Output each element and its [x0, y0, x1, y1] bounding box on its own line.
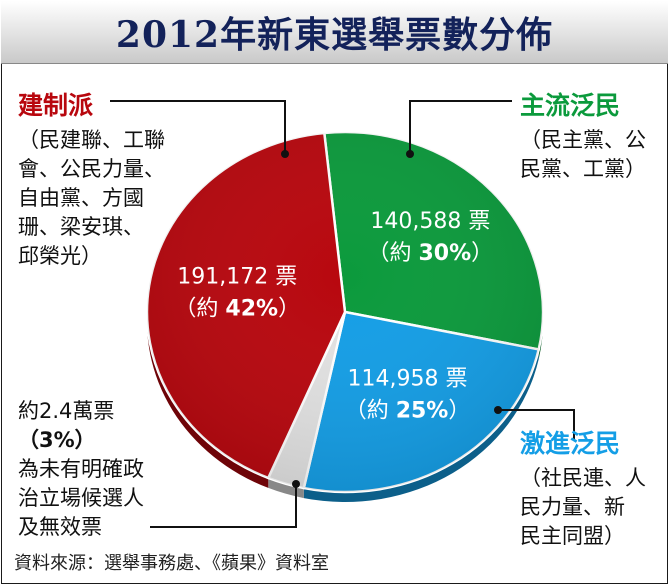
title-bar: 2012年新東選舉票數分佈 — [1, 1, 668, 64]
value-votes-radical_democrats: 114,958 票 — [348, 367, 468, 392]
leader-line-mainstream_democrats — [409, 100, 512, 154]
blank-invalid-votes: 約2.4萬票 — [18, 399, 115, 423]
leader-dot-blank_invalid — [292, 480, 300, 488]
radical-democrats-name: 激進泛民 — [520, 429, 621, 458]
leader-line-radical_democrats — [498, 409, 575, 440]
blank-invalid-desc-2: 治立場候選人 — [18, 486, 144, 510]
label-pro-establishment: 建制派 （民建聯、工聯 會、公民力量、 自由黨、方國 珊、梁安琪、 邱榮光） — [18, 86, 165, 271]
value-votes-mainstream_democrats: 140,588 票 — [370, 209, 490, 234]
label-blank-invalid: 約2.4萬票 （3%） 為未有明確政 治立場候選人 及無效票 — [18, 397, 144, 542]
label-radical-democrats: 激進泛民 （社民連、人 民力量、新 民主同盟） — [520, 424, 646, 551]
label-mainstream-democrats: 主流泛民 （民主黨、公 民黨、工黨） — [520, 86, 646, 184]
leader-dot-pro_establishment — [281, 150, 289, 158]
source-note: 資料來源：選舉事務處、《蘋果》資料室 — [14, 553, 329, 574]
value-percent-pro_establishment: （約 42%） — [174, 297, 300, 322]
pro-establishment-desc: （民建聯、工聯 會、公民力量、 自由黨、方國 珊、梁安琪、 邱榮光） — [18, 128, 165, 268]
blank-invalid-percent: （3%） — [18, 428, 96, 452]
leader-line-pro_establishment — [110, 100, 286, 154]
value-votes-pro_establishment: 191,172 票 — [177, 265, 297, 290]
mainstream-democrats-desc: （民主黨、公 民黨、工黨） — [520, 128, 646, 181]
chart-title: 2012年新東選舉票數分佈 — [115, 14, 554, 56]
leader-dot-radical_democrats — [494, 406, 502, 414]
value-percent-radical_democrats: （約 25%） — [345, 399, 471, 424]
mainstream-democrats-name: 主流泛民 — [520, 91, 621, 120]
blank-invalid-desc-3: 及無效票 — [18, 515, 102, 539]
blank-invalid-desc-1: 為未有明確政 — [18, 457, 144, 481]
pro-establishment-name: 建制派 — [18, 91, 94, 120]
leader-line-blank_invalid — [150, 484, 297, 528]
radical-democrats-desc: （社民連、人 民力量、新 民主同盟） — [520, 466, 646, 548]
value-percent-mainstream_democrats: （約 30%） — [367, 241, 493, 266]
leader-dot-mainstream_democrats — [406, 150, 414, 158]
